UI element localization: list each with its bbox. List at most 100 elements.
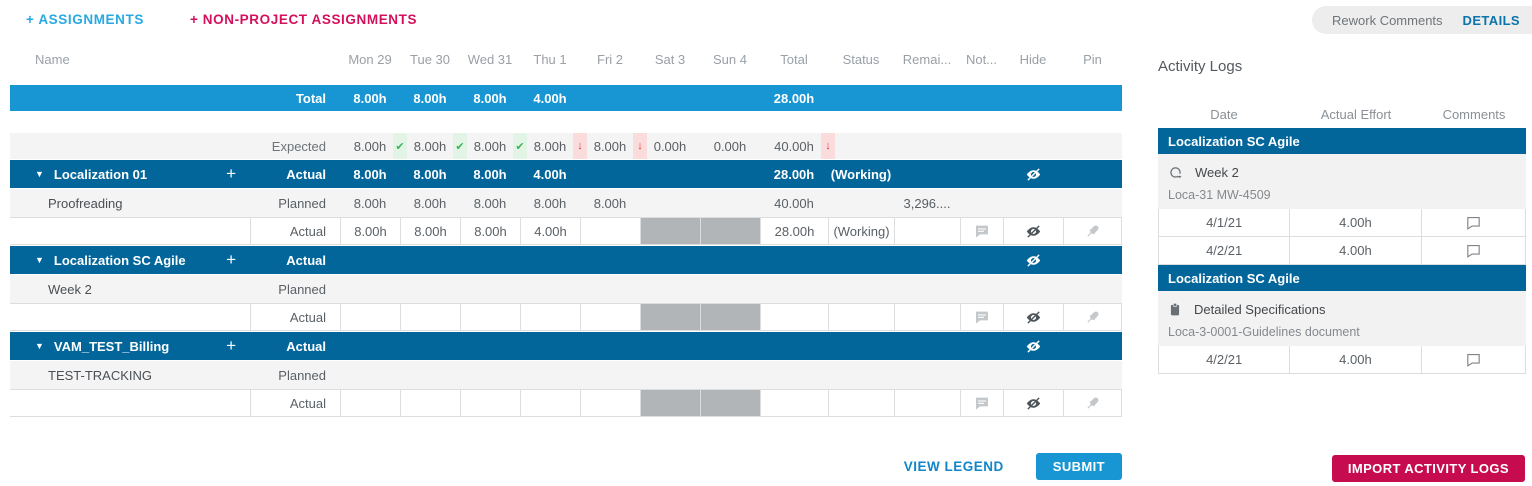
task-actual-row: Actual — [10, 389, 1122, 417]
pin-cell[interactable] — [1063, 218, 1122, 244]
hours-input[interactable]: 4.00h — [520, 218, 580, 244]
add-assignments-link[interactable]: + ASSIGNMENTS — [26, 12, 144, 27]
total-tue: 8.00h — [413, 90, 447, 106]
hide-cell[interactable] — [1003, 304, 1063, 330]
hide-cell[interactable] — [1003, 160, 1063, 188]
hours-input[interactable] — [580, 304, 640, 330]
weekend-cell — [700, 218, 760, 244]
total-sat — [640, 85, 700, 111]
hours-input[interactable] — [340, 390, 400, 416]
col-header-name: Name — [35, 51, 70, 67]
hours-input[interactable] — [520, 304, 580, 330]
collapse-triangle-icon[interactable]: ▼ — [35, 255, 44, 265]
expected-row: Expected 8.00h ✔ 8.00h ✔ 8.00h ✔ 8.00h ↓… — [10, 133, 1122, 159]
col-header-sun: Sun 4 — [713, 51, 747, 67]
activity-log-group: Localization SC Agile Detailed Specifica… — [1158, 265, 1526, 374]
log-comment-cell[interactable] — [1422, 209, 1525, 236]
check-icon: ✔ — [453, 133, 467, 159]
notes-cell[interactable] — [960, 304, 1003, 330]
activity-logs-header: Date Actual Effort Comments — [1158, 107, 1526, 122]
weekend-cell — [640, 218, 700, 244]
project-name: Localization SC Agile — [53, 252, 186, 268]
eye-slash-icon — [1026, 167, 1040, 181]
total-thu: 4.00h — [533, 90, 567, 106]
group-item: Week 2 Loca-31 MW-4509 — [1158, 154, 1526, 209]
log-effort[interactable]: 4.00h — [1290, 346, 1422, 373]
hours-input[interactable]: 8.00h — [340, 218, 400, 244]
add-non-project-assignments-link[interactable]: + NON-PROJECT ASSIGNMENTS — [189, 12, 418, 27]
log-comment-cell[interactable] — [1422, 346, 1525, 373]
hours-input[interactable] — [520, 390, 580, 416]
activity-logs-title: Activity Logs — [1158, 58, 1243, 75]
project-header-row[interactable]: ▼ Localization 01 + Actual 8.00h 8.00h 8… — [10, 160, 1122, 188]
hours-input[interactable] — [580, 390, 640, 416]
view-legend-link[interactable]: VIEW LEGEND — [903, 459, 1004, 474]
hours-input[interactable]: 8.00h — [460, 218, 520, 244]
hours-input[interactable] — [580, 218, 640, 244]
hours-cell: 4.00h — [533, 166, 567, 182]
details-tab[interactable]: DETAILS — [1462, 12, 1520, 28]
add-task-button[interactable]: + — [226, 164, 236, 183]
hours-input[interactable] — [460, 390, 520, 416]
rework-comments-tab[interactable]: Rework Comments — [1332, 12, 1443, 28]
log-date: 4/2/21 — [1159, 346, 1291, 373]
comment-outline-icon — [1467, 216, 1480, 230]
hide-cell[interactable] — [1003, 332, 1063, 360]
notes-cell[interactable] — [960, 218, 1003, 244]
expected-mon: 8.00h — [353, 138, 387, 154]
expected-tue: 8.00h — [413, 138, 447, 154]
log-effort[interactable]: 4.00h — [1290, 209, 1422, 236]
notes-cell[interactable] — [960, 390, 1003, 416]
hide-cell[interactable] — [1003, 246, 1063, 274]
hours-input[interactable] — [400, 304, 460, 330]
add-task-button[interactable]: + — [226, 250, 236, 269]
eye-slash-icon — [1026, 253, 1040, 267]
import-activity-logs-button[interactable]: IMPORT ACTIVITY LOGS — [1331, 455, 1525, 482]
submit-button[interactable]: SUBMIT — [1035, 453, 1122, 480]
item-code: Loca-31 MW-4509 — [1168, 188, 1271, 202]
hours-input[interactable]: 8.00h — [400, 218, 460, 244]
remaining-cell: 3,296.... — [903, 195, 951, 211]
col-header-wed: Wed 31 — [467, 51, 513, 67]
pin-cell[interactable] — [1063, 304, 1122, 330]
project-header-row[interactable]: ▼ Localization SC Agile + Actual — [10, 246, 1122, 274]
hide-cell[interactable] — [1003, 218, 1063, 244]
comment-outline-icon — [1467, 353, 1480, 367]
status-cell: (Working) — [828, 218, 894, 244]
status-cell: (Working) — [830, 166, 892, 182]
row-type-label: Actual — [286, 252, 326, 268]
collapse-triangle-icon[interactable]: ▼ — [35, 169, 44, 179]
row-type-label: Planned — [278, 367, 326, 383]
hours-input[interactable] — [400, 390, 460, 416]
pin-cell[interactable] — [1063, 390, 1122, 416]
group-item: Detailed Specifications Loca-3-0001-Guid… — [1158, 291, 1526, 346]
hours-input[interactable] — [340, 304, 400, 330]
grid-header-row: Name Mon 29 Tue 30 Wed 31 Thu 1 Fri 2 Sa… — [10, 48, 1122, 70]
col-header-tue: Tue 30 — [410, 51, 450, 67]
row-type-label: Actual — [250, 218, 340, 244]
project-header-row[interactable]: ▼ VAM_TEST_Billing + Actual — [10, 332, 1122, 360]
log-comment-cell[interactable] — [1422, 237, 1525, 264]
row-type-label: Planned — [278, 195, 326, 211]
eye-slash-icon — [1026, 396, 1041, 410]
hide-cell[interactable] — [1003, 390, 1063, 416]
task-actual-row: Actual 8.00h 8.00h 8.00h 4.00h 28.00h (W… — [10, 217, 1122, 245]
hours-cell: 8.00h — [413, 195, 447, 211]
log-effort[interactable]: 4.00h — [1290, 237, 1422, 264]
row-type-label: Actual — [250, 304, 340, 330]
task-name: Week 2 — [48, 281, 92, 297]
expected-sat: 0.00h — [653, 138, 687, 154]
collapse-triangle-icon[interactable]: ▼ — [35, 341, 44, 351]
add-task-button[interactable]: + — [226, 336, 236, 355]
col-header-notes: Not... — [965, 51, 998, 67]
arrow-down-icon: ↓ — [573, 133, 587, 159]
comment-icon — [976, 225, 988, 238]
item-name: Week 2 — [1195, 164, 1239, 180]
hours-input[interactable] — [460, 304, 520, 330]
eye-slash-icon — [1026, 310, 1041, 324]
col-header-total: Total — [780, 51, 808, 67]
total-fri — [580, 85, 640, 111]
hours-cell: 8.00h — [473, 166, 507, 182]
total-wed: 8.00h — [473, 90, 507, 106]
pin-icon — [1086, 397, 1098, 409]
